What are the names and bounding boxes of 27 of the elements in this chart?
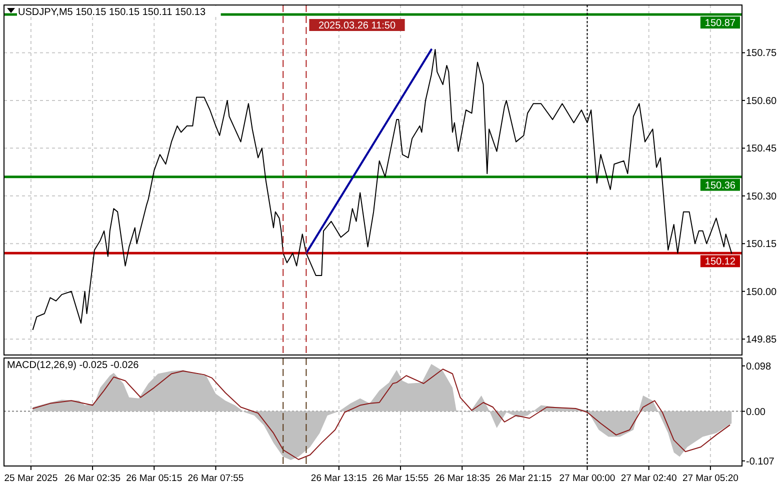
x-tick-label: 26 Mar 18:35 [434, 473, 490, 484]
y-tick-label: 150.60 [746, 96, 778, 107]
y-tick-label: 150.30 [746, 191, 778, 202]
x-tick-label: 26 Mar 07:55 [188, 473, 244, 484]
x-tick-label: 26 Mar 15:55 [372, 473, 429, 484]
y-tick-label: -0.107 [746, 456, 775, 468]
x-tick-label: 27 Mar 00:00 [559, 473, 616, 484]
ref-line-label: 150.87 [704, 18, 736, 30]
x-tick-label: 26 Mar 02:35 [64, 473, 121, 484]
y-tick-label: 150.75 [746, 48, 778, 60]
x-tick-label: 27 Mar 02:40 [620, 473, 677, 484]
ref-line-label: 150.12 [704, 256, 736, 268]
chart-title: USDJPY,M5 150.15 150.15 150.11 150.13 [18, 7, 206, 18]
x-tick-label: 26 Mar 05:15 [126, 473, 182, 484]
y-tick-label: 0.00 [746, 406, 766, 418]
x-tick-label: 26 Mar 21:15 [496, 473, 552, 484]
x-tick-label: 27 Mar 05:20 [682, 473, 738, 484]
y-tick-label: 149.85 [746, 334, 778, 346]
y-tick-label: 0.098 [746, 361, 772, 372]
ref-line-label: 2025.03.26 11:50 [318, 20, 396, 32]
y-tick-label: 150.45 [746, 144, 778, 155]
chart-title: MACD(12,26,9) -0.025 -0.026 [7, 360, 140, 371]
y-tick-label: 150.00 [746, 286, 778, 298]
ref-line-label: 150.36 [704, 180, 736, 192]
x-tick-label: 26 Mar 13:15 [310, 473, 367, 484]
y-tick-label: 150.15 [746, 239, 778, 250]
x-tick-label: 25 Mar 2025 [4, 473, 58, 484]
